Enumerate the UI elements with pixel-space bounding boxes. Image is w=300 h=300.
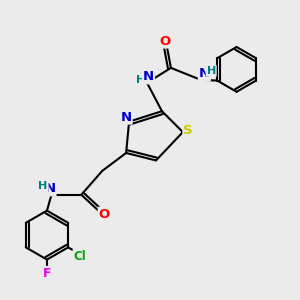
Text: N: N xyxy=(121,111,132,124)
Text: N: N xyxy=(199,68,210,80)
Text: H: H xyxy=(136,75,145,85)
Text: O: O xyxy=(159,34,171,47)
Text: H: H xyxy=(207,66,216,76)
Text: N: N xyxy=(44,182,56,195)
Text: F: F xyxy=(43,267,51,280)
Text: O: O xyxy=(99,208,110,221)
Text: N: N xyxy=(143,70,154,83)
Text: H: H xyxy=(38,182,48,191)
Text: Cl: Cl xyxy=(74,250,86,263)
Text: S: S xyxy=(183,124,193,137)
